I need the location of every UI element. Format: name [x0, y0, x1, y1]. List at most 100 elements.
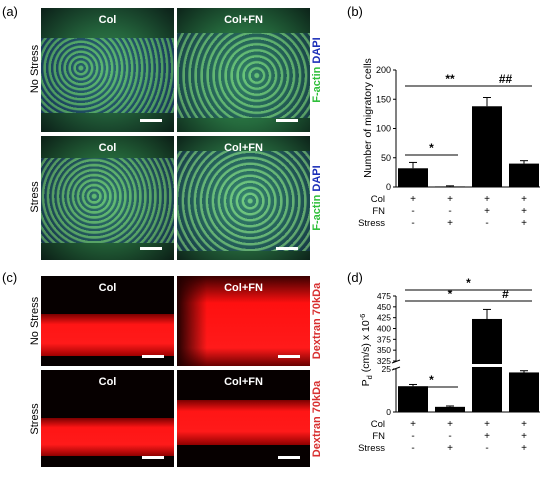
condition-sign: +: [521, 443, 527, 454]
y-tick-label: 450: [377, 302, 391, 312]
y-axis-label: Pd (cm/s) x 10-6: [358, 314, 374, 387]
y-tick-label: 150: [376, 94, 391, 104]
y-tick-label: 400: [377, 324, 391, 334]
condition-label: Col: [371, 419, 385, 430]
condition-sign: +: [484, 431, 490, 442]
significance-label: *: [448, 287, 453, 301]
bar: [398, 386, 428, 412]
y-tick-label: 200: [376, 65, 391, 75]
micrograph-c-stress-col: Col: [41, 370, 174, 467]
y-tick-label: 325: [377, 356, 391, 366]
bar: [398, 168, 428, 187]
scale-bar: [140, 119, 162, 122]
scale-bar: [142, 355, 164, 358]
condition-sign: +: [447, 443, 453, 454]
stain-green-label: F-actin: [311, 194, 323, 231]
row-label-no-stress: No Stress: [29, 44, 41, 94]
significance-label: *: [466, 276, 471, 290]
row-label-no-stress: No Stress: [29, 296, 41, 346]
micrograph-col-title: Col: [98, 142, 117, 154]
panel-a-label: (a): [2, 4, 18, 19]
stain-label-c2: Dextran 70kDa: [311, 380, 323, 458]
condition-sign: -: [485, 218, 488, 229]
condition-sign: +: [484, 419, 490, 430]
condition-sign: +: [484, 206, 490, 217]
condition-label: Stress: [358, 443, 385, 454]
chart-d: Pd (cm/s) x 10-6 0 2532535037540042545047…: [358, 276, 540, 454]
micrograph-a-stress-col: Col: [41, 136, 174, 260]
bar: [472, 106, 502, 187]
bar: [509, 372, 539, 412]
stain-label-a2: F-actin DAPI: [311, 148, 325, 248]
micrograph-col-title: Col: [98, 376, 117, 388]
y-tick-label: 375: [377, 334, 391, 344]
y-tick-label: 0: [386, 182, 391, 192]
micrograph-colfn-title: Col+FN: [224, 14, 263, 26]
micrograph-colfn-title: Col+FN: [224, 376, 263, 388]
condition-sign: +: [447, 194, 453, 205]
micrograph-c-nostress-col: Col: [41, 276, 174, 366]
bar: [509, 163, 539, 187]
stain-green-label: F-actin: [311, 66, 323, 103]
condition-sign: +: [410, 419, 416, 430]
condition-sign: +: [447, 218, 453, 229]
micrograph-c-stress-colfn: Col+FN: [177, 370, 310, 467]
scale-bar: [278, 355, 300, 358]
condition-label: FN: [372, 431, 385, 442]
significance-label: **: [445, 72, 455, 86]
condition-sign: +: [447, 419, 453, 430]
scale-bar: [276, 119, 298, 122]
significance-label: *: [429, 141, 434, 155]
panel-b-label: (b): [347, 4, 363, 19]
scale-bar: [276, 247, 298, 250]
micrograph-a-stress-colfn: Col+FN: [177, 136, 310, 260]
micrograph-a-nostress-colfn: Col+FN: [177, 8, 310, 132]
condition-sign: -: [485, 443, 488, 454]
condition-sign: +: [410, 194, 416, 205]
condition-sign: -: [411, 218, 414, 229]
micrograph-colfn-title: Col+FN: [224, 282, 263, 294]
condition-sign: +: [521, 419, 527, 430]
micrograph-a-nostress-col: Col: [41, 8, 174, 132]
bar: [435, 186, 465, 188]
y-axis-label: Number of migratory cells: [362, 58, 374, 178]
micrograph-colfn-title: Col+FN: [224, 142, 263, 154]
micrograph-col-title: Col: [98, 14, 117, 26]
significance-label: ##: [499, 72, 513, 86]
significance-label: #: [502, 287, 509, 301]
stain-label-c1: Dextran 70kDa: [311, 282, 323, 360]
micrograph-c-nostress-colfn: Col+FN: [177, 276, 310, 366]
stain-blue-label: DAPI: [311, 165, 323, 192]
bar-break-gap: [471, 364, 503, 367]
condition-sign: -: [448, 206, 451, 217]
panel-d-label: (d): [347, 270, 363, 285]
condition-label: Stress: [358, 218, 385, 229]
row-label-stress: Stress: [29, 403, 41, 435]
y-tick-label: 475: [377, 291, 391, 301]
stain-label-a1: F-actin DAPI: [311, 20, 325, 120]
condition-sign: -: [448, 431, 451, 442]
significance-label: *: [429, 373, 434, 387]
condition-sign: -: [411, 206, 414, 217]
stain-blue-label: DAPI: [311, 37, 323, 64]
y-tick-label: 0: [386, 407, 391, 417]
micrograph-col-title: Col: [98, 282, 117, 294]
condition-sign: +: [521, 194, 527, 205]
condition-sign: +: [521, 431, 527, 442]
y-tick-label: 425: [377, 313, 391, 323]
condition-sign: -: [411, 443, 414, 454]
y-tick-label: 350: [377, 345, 391, 355]
condition-sign: +: [521, 206, 527, 217]
chart-b: Number of migratory cells 0 50 100 150 200 *…: [358, 58, 540, 229]
scale-bar: [140, 247, 162, 250]
y-tick-label: 100: [376, 124, 391, 134]
scale-bar: [142, 456, 164, 459]
bar: [435, 406, 465, 412]
panel-c-label: (c): [2, 270, 18, 285]
condition-sign: +: [521, 218, 527, 229]
row-label-stress: Stress: [29, 181, 41, 213]
condition-label: FN: [372, 206, 385, 217]
condition-sign: -: [411, 431, 414, 442]
y-tick-label: 50: [381, 153, 391, 163]
y-tick-label: 25: [382, 364, 392, 374]
